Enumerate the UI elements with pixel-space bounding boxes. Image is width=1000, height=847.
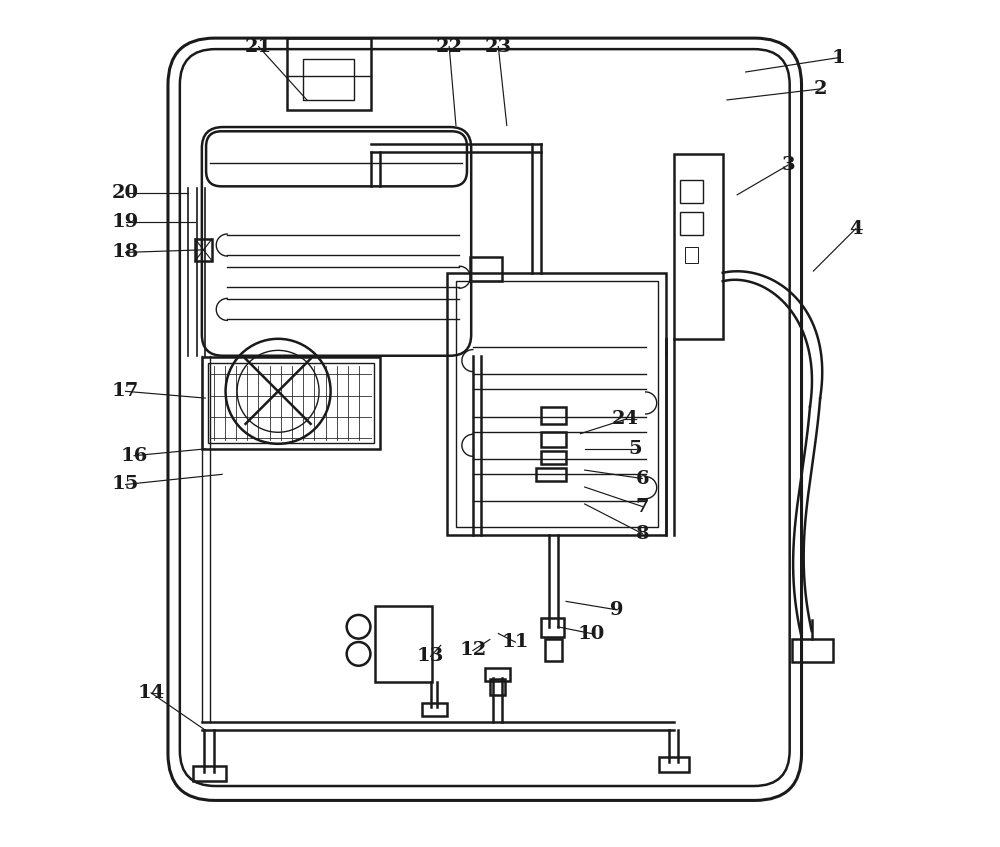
Text: 8: 8 xyxy=(636,524,649,543)
Text: 19: 19 xyxy=(112,213,139,231)
Text: 24: 24 xyxy=(612,410,639,429)
Bar xyxy=(485,668,510,681)
Bar xyxy=(685,247,698,263)
Bar xyxy=(422,703,447,716)
Text: 2: 2 xyxy=(813,80,827,98)
Text: 13: 13 xyxy=(417,647,444,666)
Bar xyxy=(659,757,689,772)
Bar xyxy=(680,180,703,203)
Text: 20: 20 xyxy=(112,184,139,202)
Bar xyxy=(541,451,566,464)
Bar xyxy=(287,38,371,110)
Text: 23: 23 xyxy=(485,37,512,56)
Text: 21: 21 xyxy=(245,37,272,56)
Bar xyxy=(447,273,666,535)
Text: 14: 14 xyxy=(137,684,165,702)
Bar xyxy=(490,679,505,695)
Bar xyxy=(680,212,703,235)
Bar xyxy=(202,357,380,449)
Bar xyxy=(375,606,432,682)
Text: 3: 3 xyxy=(781,156,795,174)
Text: 22: 22 xyxy=(436,37,463,56)
Text: 10: 10 xyxy=(578,624,605,643)
Bar xyxy=(470,257,502,281)
Text: 5: 5 xyxy=(629,440,642,458)
Text: 7: 7 xyxy=(636,497,649,516)
Bar xyxy=(536,468,566,481)
Text: 18: 18 xyxy=(112,243,139,262)
Bar xyxy=(303,59,354,100)
Text: 12: 12 xyxy=(459,641,487,660)
Text: 15: 15 xyxy=(112,475,139,494)
Bar xyxy=(195,239,212,261)
Bar xyxy=(456,281,658,527)
Bar xyxy=(541,618,564,637)
Text: 6: 6 xyxy=(635,469,649,488)
Bar xyxy=(208,363,374,443)
Bar xyxy=(792,639,833,662)
Bar xyxy=(193,766,226,781)
Text: 4: 4 xyxy=(849,219,862,238)
Text: 17: 17 xyxy=(112,382,139,401)
Text: 9: 9 xyxy=(610,601,624,619)
Bar xyxy=(545,639,562,661)
Bar xyxy=(541,432,566,447)
Bar xyxy=(541,407,566,424)
Text: 1: 1 xyxy=(832,48,846,67)
Text: 16: 16 xyxy=(120,446,148,465)
Text: 11: 11 xyxy=(501,633,529,651)
Bar xyxy=(674,154,723,339)
